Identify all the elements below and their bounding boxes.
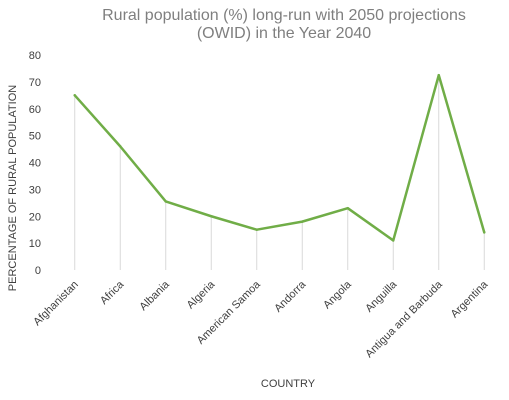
y-tick-label: 80	[29, 50, 41, 62]
data-point	[346, 206, 349, 210]
data-point	[210, 215, 213, 218]
series-line	[73, 73, 486, 242]
data-point	[483, 231, 486, 234]
data-point	[437, 73, 440, 77]
data-point	[119, 145, 122, 148]
x-tick-label: Albania	[137, 278, 172, 313]
x-tick-label: Afghanistan	[31, 279, 81, 329]
x-axis-title: COUNTRY	[261, 378, 316, 390]
y-tick-label: 50	[29, 131, 41, 143]
y-tick-label: 20	[29, 211, 41, 223]
y-axis-ticks: 0 10 20 30 40 50 60 70 80	[29, 50, 41, 277]
x-tick-label: Africa	[98, 278, 127, 307]
y-tick-label: 70	[29, 77, 41, 89]
x-tick-label: Argentina	[449, 278, 491, 320]
y-tick-label: 0	[35, 265, 41, 277]
x-tick-label: Antigua and Barbuda	[363, 278, 445, 360]
x-tick-label: Algeria	[185, 278, 218, 311]
series-group	[73, 73, 486, 242]
drop-lines	[74, 75, 485, 270]
data-point	[392, 239, 395, 242]
y-tick-label: 10	[29, 238, 41, 250]
y-tick-label: 40	[29, 158, 41, 170]
data-point	[301, 220, 304, 223]
y-axis-title: PERCENTAGE OF RURAL POPULATION	[7, 85, 19, 291]
x-axis-ticks: Afghanistan Africa Albania AlgeriaAmerican …	[31, 278, 491, 360]
x-tick-label: Anguilla	[363, 278, 400, 315]
y-tick-label: 30	[29, 184, 41, 196]
x-tick-label: Angola	[321, 278, 354, 311]
chart-title-line-2: (OWID) in the Year 2040	[197, 25, 371, 42]
y-tick-label: 60	[29, 104, 41, 116]
chart-title-line-1: Rural population (%) long-run with 2050 …	[102, 7, 466, 24]
data-point	[255, 228, 258, 231]
data-point	[164, 200, 167, 203]
x-tick-label: Andorra	[272, 278, 309, 315]
data-point	[73, 94, 76, 97]
